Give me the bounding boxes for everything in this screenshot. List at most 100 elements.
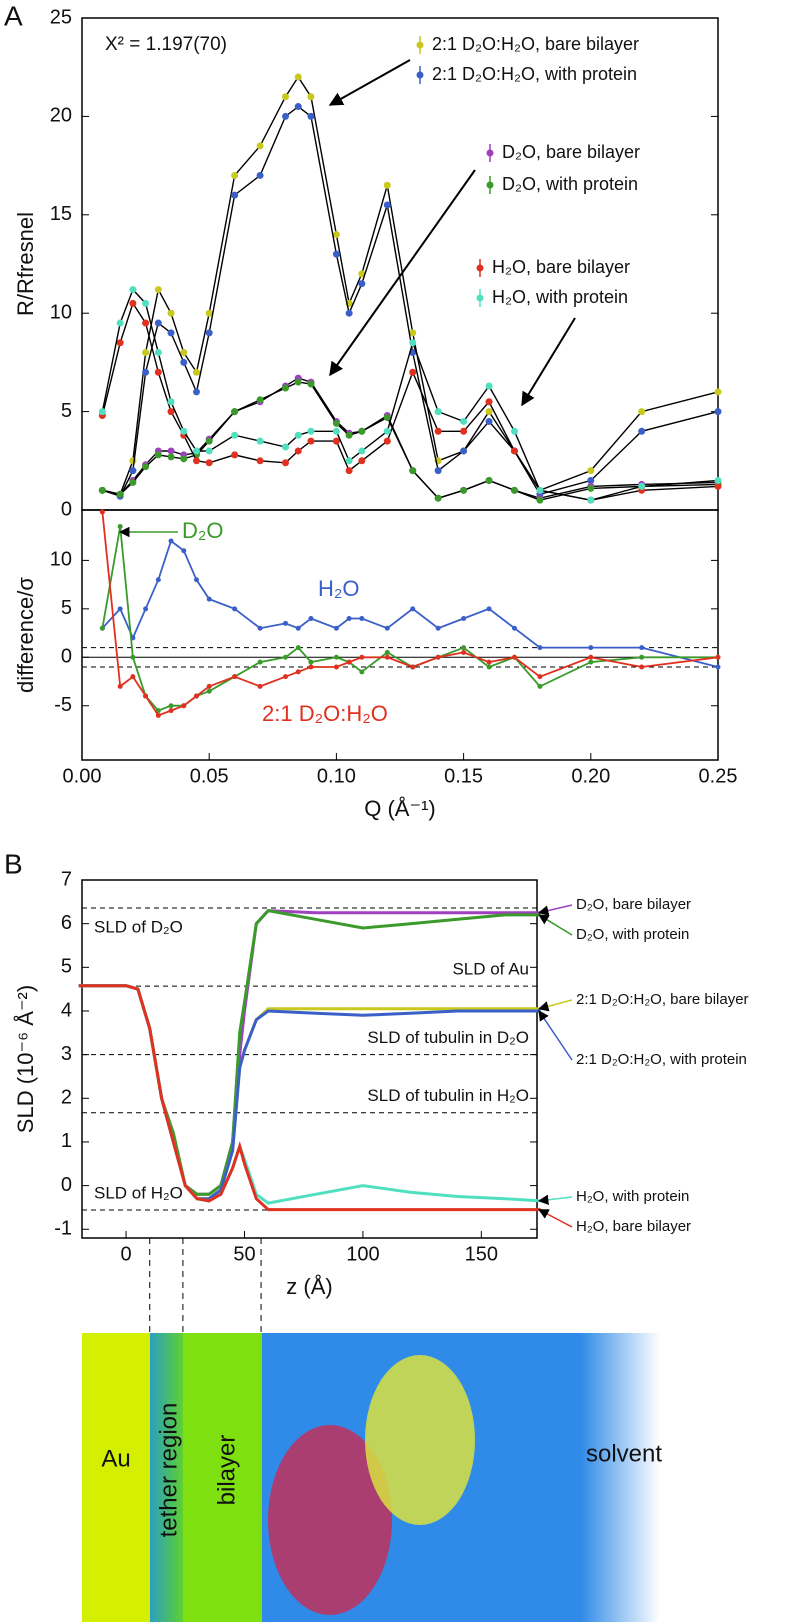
data-point <box>256 457 264 465</box>
y-tick-label: 20 <box>50 105 72 127</box>
data-point <box>460 486 468 494</box>
data-point <box>98 408 106 416</box>
data-point <box>358 447 366 455</box>
x-tick-label: 0.00 <box>63 765 102 787</box>
data-point <box>206 596 212 602</box>
data-point <box>232 674 238 680</box>
y-tick-label: 10 <box>50 549 72 571</box>
data-point <box>129 478 137 486</box>
data-point <box>485 417 493 425</box>
y-tick-label: 5 <box>61 597 72 619</box>
series-line <box>101 526 718 712</box>
data-point <box>638 427 646 435</box>
x-tick-label: 150 <box>465 1243 498 1265</box>
data-point <box>294 103 302 111</box>
y-tick-label: 5 <box>61 956 72 978</box>
x-tick-label: 0.05 <box>190 765 229 787</box>
data-point <box>435 654 441 660</box>
data-point <box>256 437 264 445</box>
y-tick-label: 4 <box>61 999 72 1021</box>
data-point <box>231 171 239 179</box>
data-point <box>639 664 645 670</box>
data-point <box>181 703 187 709</box>
layer-label: solvent <box>586 1440 662 1467</box>
data-point <box>332 419 340 427</box>
data-point <box>205 447 213 455</box>
data-point <box>638 408 646 416</box>
data-point <box>434 427 442 435</box>
data-point <box>142 319 150 327</box>
data-point <box>345 457 353 465</box>
data-point <box>193 693 199 699</box>
data-point <box>384 649 390 655</box>
data-point <box>294 431 302 439</box>
data-point <box>588 654 594 660</box>
data-point <box>410 664 416 670</box>
data-point <box>346 616 352 622</box>
legend-label: 2:1 D₂O:H₂O, with protein <box>576 1051 747 1068</box>
arrow <box>329 169 476 377</box>
data-point <box>192 388 200 396</box>
data-point <box>410 606 416 612</box>
legend-label: H₂O, with protein <box>492 287 628 307</box>
data-point <box>359 616 365 622</box>
data-point <box>345 467 353 475</box>
legend-label: H₂O, with protein <box>576 1188 689 1205</box>
data-point <box>383 427 391 435</box>
x-tick-label: 0 <box>120 1243 131 1265</box>
data-point <box>205 329 213 337</box>
data-point <box>486 664 492 670</box>
data-point <box>283 654 289 660</box>
panel-label: B <box>4 848 23 879</box>
data-point <box>155 712 161 718</box>
data-point <box>714 388 722 396</box>
data-point <box>130 674 136 680</box>
protein <box>268 1425 392 1615</box>
data-point <box>460 417 468 425</box>
data-point <box>282 112 290 120</box>
data-point <box>307 380 315 388</box>
data-point <box>510 486 518 494</box>
plot-frame <box>81 509 719 761</box>
data-point <box>308 616 314 622</box>
plot-frame <box>81 879 538 1239</box>
annotation: X² = 1.197(70) <box>105 34 227 55</box>
legend-arrow <box>537 1194 573 1205</box>
y-tick-label: 10 <box>50 301 72 323</box>
data-point <box>206 683 212 689</box>
data-point <box>295 669 301 675</box>
data-point <box>537 683 543 689</box>
data-point <box>143 693 149 699</box>
data-point <box>638 482 646 490</box>
y-tick-label: 0 <box>61 498 72 520</box>
data-point <box>231 191 239 199</box>
tether-layer <box>150 1333 183 1622</box>
y-tick-label: 0 <box>61 1174 72 1196</box>
data-point <box>587 476 595 484</box>
data-point <box>435 625 441 631</box>
data-point <box>168 703 174 709</box>
data-point <box>486 606 492 612</box>
data-point <box>257 683 263 689</box>
data-point <box>294 447 302 455</box>
legend-label: D₂O, with protein <box>502 174 638 194</box>
data-point <box>460 447 468 455</box>
data-point <box>307 112 315 120</box>
data-point <box>358 270 366 278</box>
data-point <box>359 654 365 660</box>
data-point <box>130 654 136 660</box>
data-point <box>333 654 339 660</box>
data-point <box>142 463 150 471</box>
reference-label: SLD of tubulin in D₂O <box>367 1028 529 1047</box>
legend-label: D₂O, bare bilayer <box>502 142 640 162</box>
series-annotation: 2:1 D₂O:H₂O <box>262 701 388 726</box>
data-point <box>99 625 105 631</box>
data-point <box>282 459 290 467</box>
data-point <box>358 280 366 288</box>
data-point <box>295 645 301 651</box>
data-point <box>485 476 493 484</box>
data-point <box>167 309 175 317</box>
schematic <box>82 1333 660 1622</box>
y-tick-label: 7 <box>61 868 72 890</box>
data-point <box>117 606 123 612</box>
